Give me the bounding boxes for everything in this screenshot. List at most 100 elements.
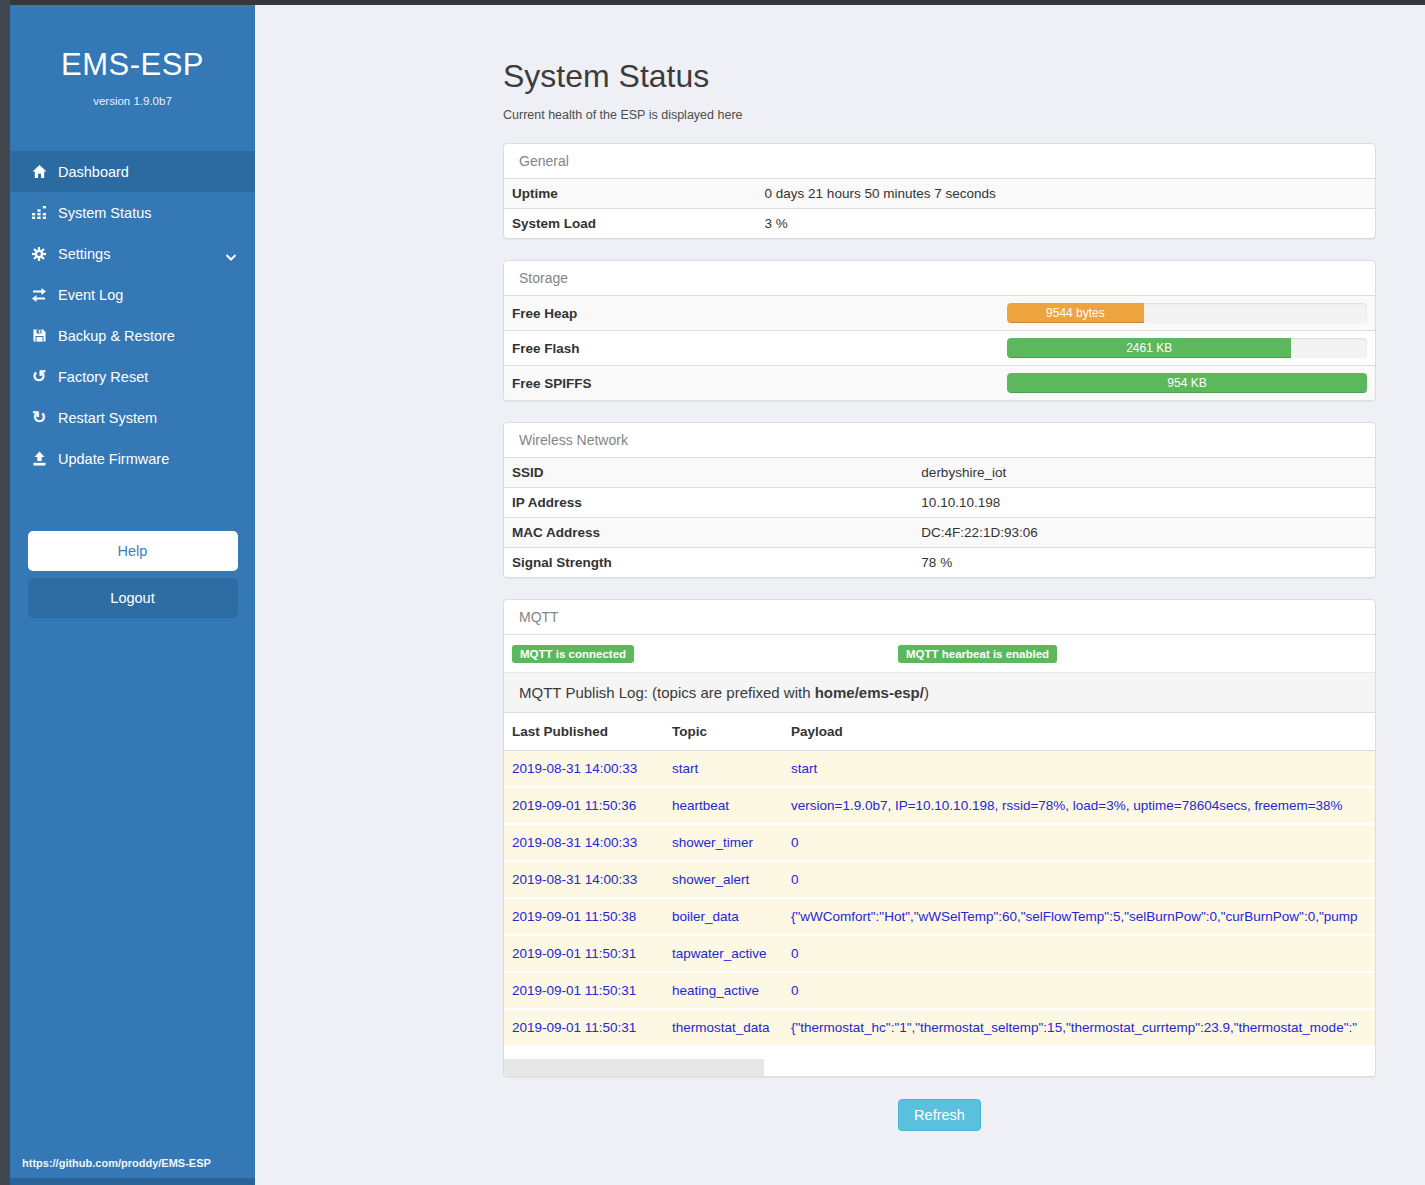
sidebar-item-update-firmware[interactable]: Update Firmware — [10, 438, 255, 479]
publish-log-topic-prefix: home/ems-esp/ — [815, 684, 924, 701]
table-row: 2019-09-01 11:50:36 heartbeat version=1.… — [504, 787, 1375, 824]
sidebar-item-label: Event Log — [58, 287, 123, 303]
window-left-edge — [0, 0, 10, 1185]
upload-icon — [30, 451, 48, 467]
home-icon — [30, 164, 48, 180]
cell-payload: {"thermostat_hc":"1","thermostat_seltemp… — [783, 1009, 1375, 1045]
general-table: Uptime 0 days 21 hours 50 minutes 7 seco… — [504, 178, 1375, 238]
table-row: Uptime 0 days 21 hours 50 minutes 7 seco… — [504, 179, 1375, 209]
publish-log-text: MQTT Publish Log: (topics are prefixed w… — [519, 684, 815, 701]
cell-topic: heartbeat — [664, 787, 783, 824]
column-header: Topic — [664, 713, 783, 751]
cell-last-published: 2019-08-31 14:00:33 — [504, 824, 664, 861]
cell-last-published: 2019-08-31 14:00:33 — [504, 861, 664, 898]
cell-topic: heating_active — [664, 972, 783, 1009]
cell-payload: {"wWComfort":"Hot","wWSelTemp":60,"selFl… — [783, 898, 1375, 935]
table-row: Free Heap 9544 bytes — [504, 296, 1375, 331]
row-value: 0 days 21 hours 50 minutes 7 seconds — [757, 179, 1375, 209]
row-label: MAC Address — [504, 518, 913, 548]
table-row: Free SPIFFS 954 KB — [504, 366, 1375, 401]
row-label: Free Heap — [504, 296, 999, 331]
cell-last-published: 2019-09-01 11:50:31 — [504, 1009, 664, 1045]
general-panel: General Uptime 0 days 21 hours 50 minute… — [503, 143, 1376, 239]
table-row: MAC Address DC:4F:22:1D:93:06 — [504, 518, 1375, 548]
sidebar-item-label: Update Firmware — [58, 451, 169, 467]
sidebar-bottom-strip — [10, 1178, 255, 1185]
cell-topic: shower_alert — [664, 861, 783, 898]
refresh-icon: ↻ — [30, 410, 48, 426]
table-row: 2019-08-31 14:00:33 shower_timer 0 — [504, 824, 1375, 861]
cell-payload: 0 — [783, 824, 1375, 861]
mqtt-heartbeat-badge: MQTT hearbeat is enabled — [898, 645, 1057, 663]
progress-track: 9544 bytes — [1007, 303, 1367, 323]
cell-payload: 0 — [783, 972, 1375, 1009]
row-label: Uptime — [504, 179, 757, 209]
sidebar-item-restart-system[interactable]: ↻ Restart System — [10, 397, 255, 438]
wireless-table: SSID derbyshire_iot IP Address 10.10.10.… — [504, 457, 1375, 577]
table-row: System Load 3 % — [504, 209, 1375, 239]
sidebar-item-label: Settings — [58, 246, 110, 262]
cell-topic: shower_timer — [664, 824, 783, 861]
row-label: Free Flash — [504, 331, 999, 366]
page-subtitle: Current health of the ESP is displayed h… — [503, 108, 1376, 122]
sidebar: EMS-ESP version 1.9.0b7 Dashboard System… — [10, 5, 255, 1185]
sidebar-item-system-status[interactable]: System Status — [10, 192, 255, 233]
free-heap-bar: 9544 bytes — [1007, 303, 1144, 323]
table-header-row: Last Published Topic Payload — [504, 713, 1375, 751]
row-value: 3 % — [757, 209, 1375, 239]
sidebar-item-factory-reset[interactable]: ↺ Factory Reset — [10, 356, 255, 397]
storage-panel-heading: Storage — [504, 261, 1375, 295]
sidebar-item-event-log[interactable]: Event Log — [10, 274, 255, 315]
scrollbar-thumb[interactable] — [504, 1059, 764, 1076]
cell-last-published: 2019-09-01 11:50:31 — [504, 972, 664, 1009]
row-value: 10.10.10.198 — [913, 488, 1375, 518]
app-version: version 1.9.0b7 — [10, 95, 255, 107]
github-link[interactable]: https://github.com/proddy/EMS-ESP — [22, 1157, 211, 1169]
row-label: IP Address — [504, 488, 913, 518]
wireless-panel-heading: Wireless Network — [504, 423, 1375, 457]
table-row: 2019-09-01 11:50:31 tapwater_active 0 — [504, 935, 1375, 972]
cell-last-published: 2019-09-01 11:50:38 — [504, 898, 664, 935]
sidebar-item-settings[interactable]: Settings — [10, 233, 255, 274]
cell-payload: 0 — [783, 861, 1375, 898]
cell-last-published: 2019-08-31 14:00:33 — [504, 751, 664, 788]
general-panel-heading: General — [504, 144, 1375, 178]
mqtt-panel-heading: MQTT — [504, 600, 1375, 634]
wireless-panel: Wireless Network SSID derbyshire_iot IP … — [503, 422, 1376, 578]
table-row: 2019-09-01 11:50:31 thermostat_data {"th… — [504, 1009, 1375, 1045]
logout-button[interactable]: Logout — [28, 578, 238, 618]
cell-last-published: 2019-09-01 11:50:31 — [504, 935, 664, 972]
cell-topic: boiler_data — [664, 898, 783, 935]
mqtt-publish-table: Last Published Topic Payload 2019-08-31 … — [504, 713, 1375, 1045]
brand: EMS-ESP version 1.9.0b7 — [10, 47, 255, 107]
row-label: Free SPIFFS — [504, 366, 999, 401]
cell-payload: start — [783, 751, 1375, 788]
mqtt-panel: MQTT MQTT is connected MQTT hearbeat is … — [503, 599, 1376, 1077]
free-spiffs-bar: 954 KB — [1007, 373, 1367, 393]
system-status-icon — [30, 205, 48, 221]
storage-panel: Storage Free Heap 9544 bytes Free Flash — [503, 260, 1376, 401]
bar-label: 9544 bytes — [1046, 306, 1105, 320]
row-value: derbyshire_iot — [913, 458, 1375, 488]
cell-payload: 0 — [783, 935, 1375, 972]
floppy-icon — [30, 328, 48, 344]
cell-topic: start — [664, 751, 783, 788]
sidebar-item-label: Dashboard — [58, 164, 129, 180]
table-row: 2019-09-01 11:50:38 boiler_data {"wWComf… — [504, 898, 1375, 935]
publish-log-text-end: ) — [924, 684, 929, 701]
sidebar-item-backup-restore[interactable]: Backup & Restore — [10, 315, 255, 356]
refresh-button[interactable]: Refresh — [898, 1099, 981, 1131]
table-row: SSID derbyshire_iot — [504, 458, 1375, 488]
row-label: Signal Strength — [504, 548, 913, 578]
row-label: SSID — [504, 458, 913, 488]
horizontal-scrollbar — [504, 1045, 1375, 1076]
sidebar-item-dashboard[interactable]: Dashboard — [10, 151, 255, 192]
row-value: 78 % — [913, 548, 1375, 578]
cell-topic: thermostat_data — [664, 1009, 783, 1045]
help-button[interactable]: Help — [28, 531, 238, 571]
chevron-down-icon — [225, 249, 237, 265]
cell-last-published: 2019-09-01 11:50:36 — [504, 787, 664, 824]
table-row: Free Flash 2461 KB — [504, 331, 1375, 366]
page-title: System Status — [503, 58, 1376, 95]
free-flash-bar: 2461 KB — [1007, 338, 1291, 358]
